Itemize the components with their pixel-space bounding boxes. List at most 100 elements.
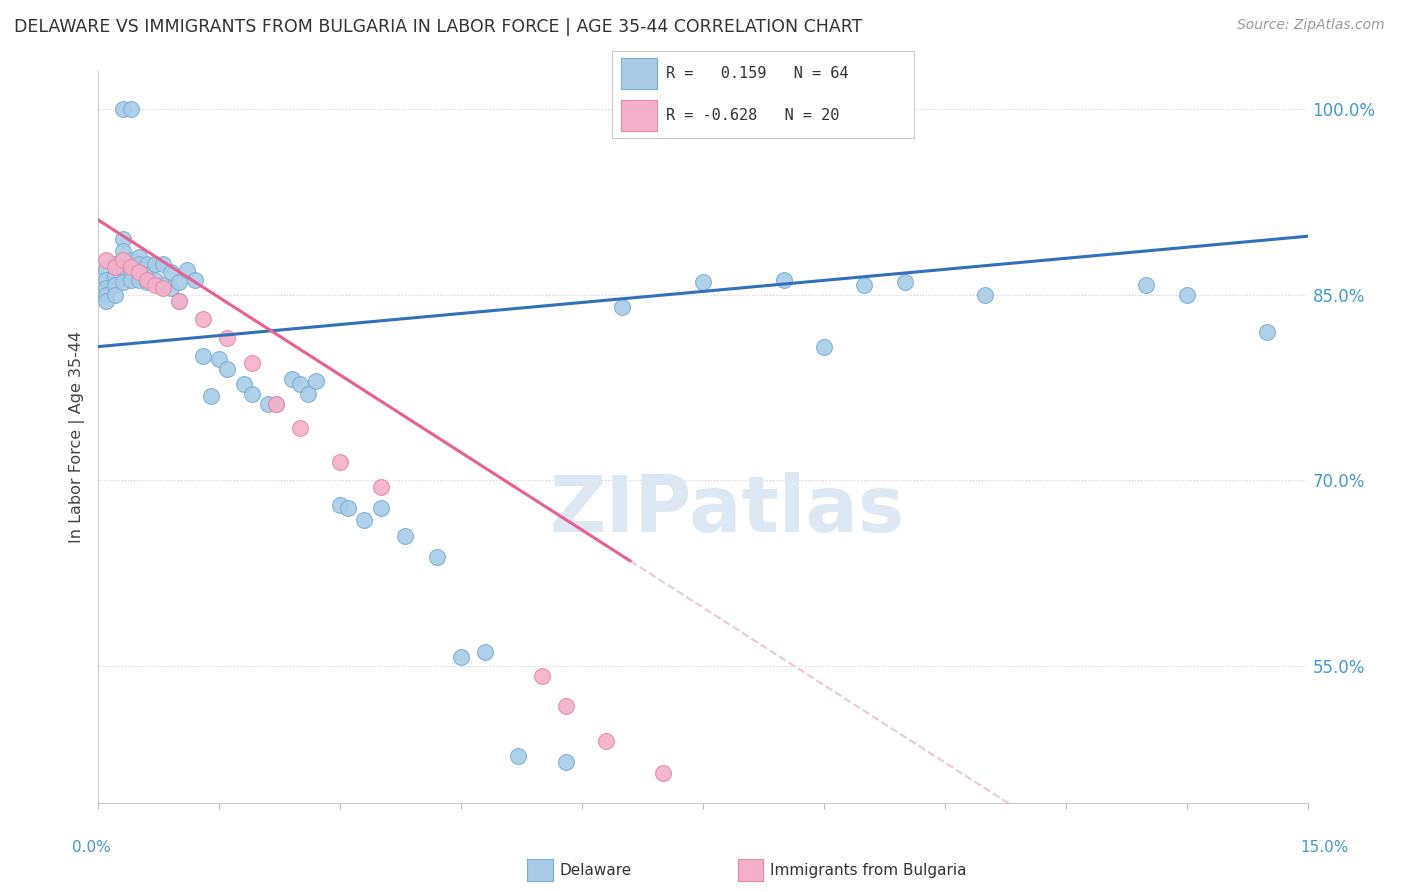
Point (128, 256, 150, 270)
Point (111, 232, 134, 246)
Point (135, 256, 157, 270)
Point (1175, 287, 1198, 301)
Text: R = -0.628   N = 20: R = -0.628 N = 20 (666, 108, 839, 123)
Text: 15.0%: 15.0% (1301, 840, 1348, 855)
Point (128, 272, 150, 286)
Text: R =   0.159   N = 64: R = 0.159 N = 64 (666, 66, 849, 81)
Point (103, 256, 125, 270)
Point (853, 277, 876, 292)
Point (692, 275, 714, 289)
Point (288, 376, 311, 391)
Point (240, 386, 263, 401)
Point (143, 272, 166, 286)
Bar (620, 100, 657, 131)
Point (200, 389, 222, 403)
Point (370, 480, 392, 494)
Text: Source: ZipAtlas.com: Source: ZipAtlas.com (1237, 18, 1385, 32)
Point (111, 275, 134, 289)
Point (184, 272, 207, 286)
Text: 0.0%: 0.0% (72, 840, 111, 855)
Text: DELAWARE VS IMMIGRANTS FROM BULGARIA IN LABOR FORCE | AGE 35-44 CORRELATION CHAR: DELAWARE VS IMMIGRANTS FROM BULGARIA IN … (14, 18, 862, 36)
Point (370, 500, 392, 515)
Point (797, 102, 820, 116)
Point (135, 268, 157, 282)
Point (103, 277, 125, 292)
Point (1256, 325, 1278, 339)
Point (167, 293, 190, 308)
Point (135, 272, 157, 286)
Point (152, 256, 174, 270)
Point (120, 272, 142, 286)
Point (103, 268, 125, 283)
Point (111, 260, 134, 275)
Point (120, 252, 142, 267)
Point (772, 272, 794, 286)
Point (120, 265, 142, 279)
Point (394, 529, 416, 543)
Point (426, 550, 449, 565)
Point (256, 396, 278, 410)
Point (143, 256, 166, 270)
Text: Immigrants from Bulgaria: Immigrants from Bulgaria (770, 863, 967, 878)
Point (193, 312, 215, 326)
Point (96, 293, 118, 308)
Text: ZIPatlas: ZIPatlas (550, 472, 904, 549)
Point (217, 331, 239, 345)
Point (96, 262, 118, 277)
Point (506, 748, 529, 763)
Bar (620, 58, 657, 89)
Point (103, 260, 125, 275)
Point (96, 281, 118, 295)
Point (120, 102, 142, 116)
Point (264, 396, 287, 410)
Point (893, 275, 915, 289)
Point (152, 277, 174, 292)
Point (120, 260, 142, 275)
Point (297, 386, 319, 401)
Point (733, 102, 755, 116)
Point (167, 293, 190, 308)
Point (103, 287, 125, 301)
Point (167, 275, 190, 289)
Y-axis label: In Labor Force | Age 35-44: In Labor Force | Age 35-44 (69, 331, 84, 543)
Point (337, 500, 360, 515)
Point (160, 265, 183, 279)
Point (612, 300, 634, 314)
Point (353, 513, 375, 527)
Point (152, 281, 174, 295)
Point (329, 498, 352, 512)
Point (208, 351, 231, 366)
Point (96, 272, 118, 286)
Point (813, 340, 835, 354)
Point (96, 252, 118, 267)
Point (128, 250, 150, 264)
Text: Delaware: Delaware (560, 863, 631, 878)
Point (281, 372, 304, 386)
Point (217, 362, 239, 376)
Point (240, 356, 263, 370)
Point (595, 734, 617, 748)
Point (135, 275, 157, 289)
Point (555, 755, 578, 769)
Point (232, 376, 254, 391)
Point (530, 669, 553, 683)
Point (329, 455, 352, 469)
Point (193, 350, 215, 364)
Point (974, 287, 997, 301)
Point (264, 396, 287, 410)
Point (111, 252, 134, 267)
Point (111, 244, 134, 259)
Point (128, 265, 150, 279)
Point (143, 277, 166, 292)
Point (160, 281, 183, 295)
Point (1135, 277, 1157, 292)
Point (96, 287, 118, 301)
Point (288, 421, 311, 435)
Point (176, 262, 198, 277)
Point (450, 649, 472, 664)
Point (474, 644, 496, 658)
Point (111, 102, 134, 116)
Point (305, 374, 328, 388)
Point (555, 699, 578, 714)
Point (651, 766, 673, 780)
